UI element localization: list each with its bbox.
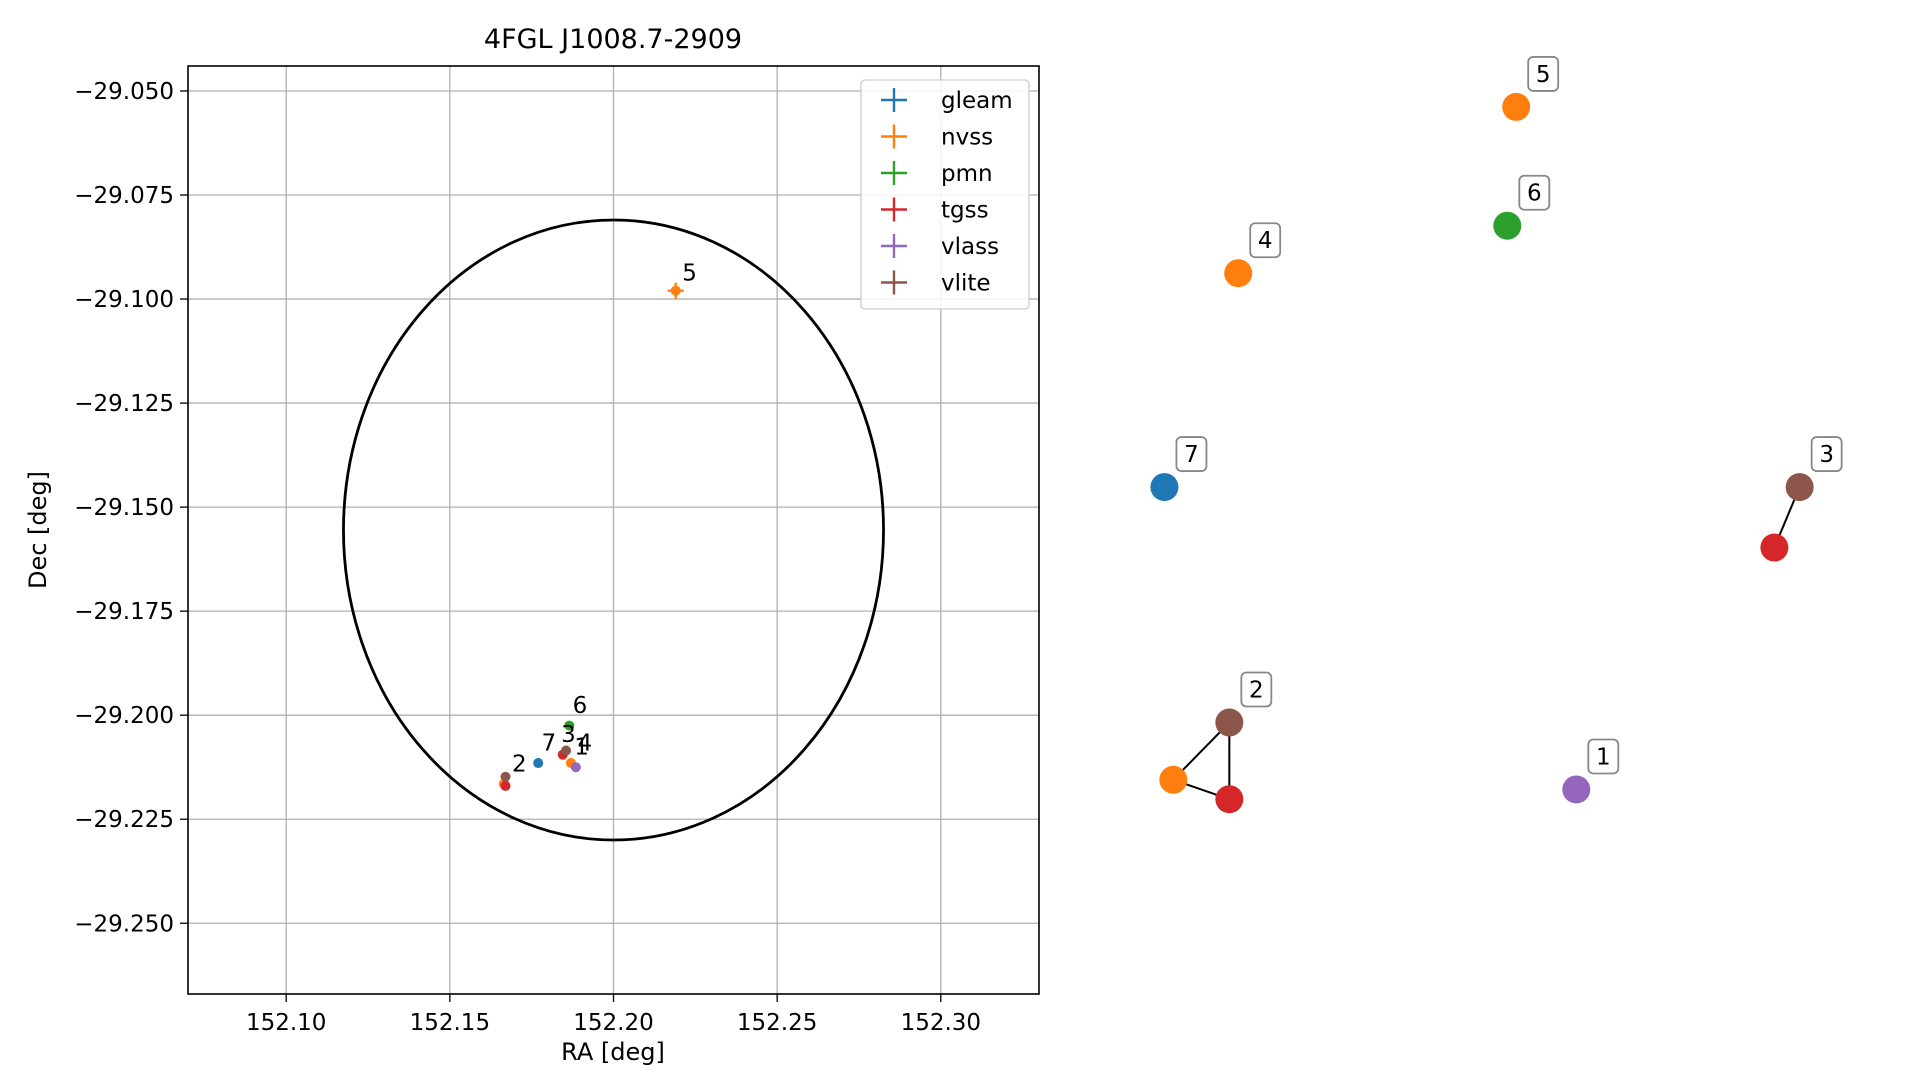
legend-item-gleam[interactable]: gleam — [881, 88, 1013, 114]
point-label-4: 4 — [577, 731, 592, 757]
y-tick-label: −29.100 — [74, 287, 174, 313]
y-tick-label: −29.050 — [74, 79, 174, 105]
network-tag-7: 7 — [1175, 436, 1208, 472]
network-tag-2: 2 — [1240, 671, 1273, 708]
point-label-6: 6 — [573, 693, 588, 719]
point-label-3: 3 — [561, 722, 576, 748]
grid-lines — [188, 66, 1039, 994]
network-tag-box — [1175, 436, 1208, 472]
x-axis-label: RA [deg] — [561, 1038, 665, 1066]
left-scatter-chart: 4FGL J1008.7-2909 152.10 152.15 152.20 152.… — [24, 24, 1040, 1066]
y-axis-label: Dec [deg] — [24, 471, 52, 589]
error-ellipse-layer — [342, 218, 885, 842]
network-tag-text: 7 — [1184, 442, 1199, 468]
network-nodes — [1150, 92, 1814, 814]
tgss-point-2 — [500, 780, 511, 791]
point-label-2: 2 — [512, 751, 527, 777]
y-tick-label: −29.200 — [74, 703, 174, 729]
y-tick-label: −29.075 — [74, 183, 174, 209]
network-tag-box — [1587, 738, 1620, 775]
network-tag-box — [1240, 671, 1273, 708]
gleam-point-7 — [533, 758, 544, 769]
position-error-ellipse — [342, 218, 885, 842]
network-node-6 — [1493, 211, 1522, 240]
x-tick-label: 152.30 — [901, 1010, 981, 1036]
legend-item-vlite[interactable]: vlite — [881, 270, 991, 297]
network-node-8 — [1215, 785, 1244, 814]
chart-title: 4FGL J1008.7-2909 — [484, 24, 742, 55]
x-tick-label: 152.25 — [737, 1010, 817, 1036]
legend-label-pmn: pmn — [941, 161, 993, 187]
point-label-5: 5 — [682, 260, 697, 286]
vlass-point-1 — [570, 762, 581, 773]
network-tag-3: 3 — [1810, 436, 1843, 472]
network-node-4 — [1224, 259, 1253, 288]
y-tick-label: −29.250 — [74, 911, 174, 937]
network-tag-box — [1518, 174, 1551, 211]
pmn-point-6 — [564, 720, 575, 731]
network-tag-text: 3 — [1819, 442, 1834, 468]
y-tick-label: −29.150 — [74, 495, 174, 521]
network-tag-text: 5 — [1536, 62, 1551, 88]
network-tag-4: 4 — [1249, 222, 1282, 259]
network-tag-6: 6 — [1518, 174, 1551, 211]
vlite-point-3 — [561, 745, 572, 756]
point-labels-layer: 5 67 3 41 2 — [512, 260, 697, 777]
legend-label-tgss: tgss — [941, 198, 989, 224]
network-node-7 — [1150, 473, 1179, 502]
network-node-2 — [1215, 708, 1244, 737]
point-label-1: 1 — [574, 735, 589, 761]
y-tick-label: −29.225 — [74, 807, 174, 833]
network-labels: 5 6 4 7 3 2 1 — [1175, 56, 1843, 775]
legend-label-gleam: gleam — [941, 88, 1013, 114]
network-node-3 — [1785, 473, 1814, 502]
legend-label-vlite: vlite — [941, 271, 991, 297]
network-tag-box — [1527, 56, 1560, 92]
point-label-7: 7 — [541, 731, 556, 757]
legend[interactable]: gleam nvss pmn tgss vlass vlite — [860, 79, 1030, 310]
legend-label-nvss: nvss — [941, 125, 993, 151]
axes-frame — [187, 65, 1040, 995]
right-network-panel: 5 6 4 7 3 2 1 — [1150, 56, 1843, 814]
vlite-point-2 — [500, 771, 511, 782]
points-layer — [498, 282, 684, 791]
x-tick-label: 152.15 — [410, 1010, 490, 1036]
network-node-5 — [1502, 92, 1531, 121]
legend-item-nvss[interactable]: nvss — [881, 124, 993, 151]
y-tick-label: −29.125 — [74, 391, 174, 417]
legend-item-tgss[interactable]: tgss — [881, 197, 989, 224]
nvss-point-5 — [670, 285, 681, 296]
legend-label-vlass: vlass — [941, 234, 999, 260]
axis-ticks: 152.10 152.15 152.20 152.25 152.30 −29.050 −29… — [74, 79, 981, 1036]
network-tag-text: 4 — [1258, 228, 1273, 254]
y-tick-label: −29.175 — [74, 599, 174, 625]
x-tick-label: 152.10 — [246, 1010, 326, 1036]
legend-item-vlass[interactable]: vlass — [881, 234, 999, 260]
network-tag-text: 6 — [1527, 181, 1542, 207]
x-tick-label: 152.20 — [573, 1010, 653, 1036]
network-tag-5: 5 — [1527, 56, 1560, 92]
network-tag-box — [1249, 222, 1282, 259]
network-edges — [1172, 486, 1801, 801]
network-node-1 — [1562, 775, 1591, 804]
network-node-7 — [1159, 765, 1188, 794]
legend-item-pmn[interactable]: pmn — [881, 161, 993, 187]
network-tag-text: 2 — [1249, 678, 1264, 704]
network-tag-box — [1810, 436, 1843, 472]
network-node-5 — [1760, 533, 1789, 562]
network-tag-1: 1 — [1587, 738, 1620, 775]
network-tag-text: 1 — [1596, 744, 1611, 770]
